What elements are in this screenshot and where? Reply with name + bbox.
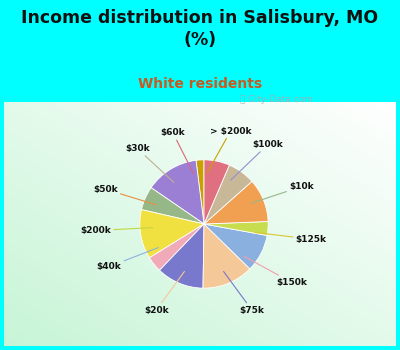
Text: Income distribution in Salisbury, MO
(%): Income distribution in Salisbury, MO (%): [22, 9, 378, 49]
Wedge shape: [150, 224, 204, 270]
Text: White residents: White residents: [138, 77, 262, 91]
Wedge shape: [151, 160, 204, 224]
Wedge shape: [204, 160, 229, 224]
Text: $40k: $40k: [96, 247, 158, 271]
Text: $150k: $150k: [244, 256, 307, 287]
Text: $20k: $20k: [144, 272, 184, 315]
Wedge shape: [140, 210, 204, 258]
Text: $50k: $50k: [93, 185, 156, 205]
Text: ⓘ City-Data.com: ⓘ City-Data.com: [240, 94, 313, 104]
Text: $60k: $60k: [160, 128, 194, 174]
Wedge shape: [203, 224, 250, 288]
Text: $10k: $10k: [251, 182, 314, 203]
Text: $75k: $75k: [224, 272, 264, 315]
Text: $30k: $30k: [125, 144, 174, 182]
Wedge shape: [196, 160, 204, 224]
Text: $100k: $100k: [231, 140, 283, 180]
Wedge shape: [204, 165, 252, 224]
Text: > $200k: > $200k: [207, 127, 251, 173]
Wedge shape: [160, 224, 204, 288]
Text: $200k: $200k: [80, 226, 153, 235]
Wedge shape: [204, 181, 268, 224]
Text: $125k: $125k: [255, 232, 327, 244]
Wedge shape: [142, 188, 204, 224]
Wedge shape: [204, 224, 267, 269]
Wedge shape: [204, 222, 268, 236]
